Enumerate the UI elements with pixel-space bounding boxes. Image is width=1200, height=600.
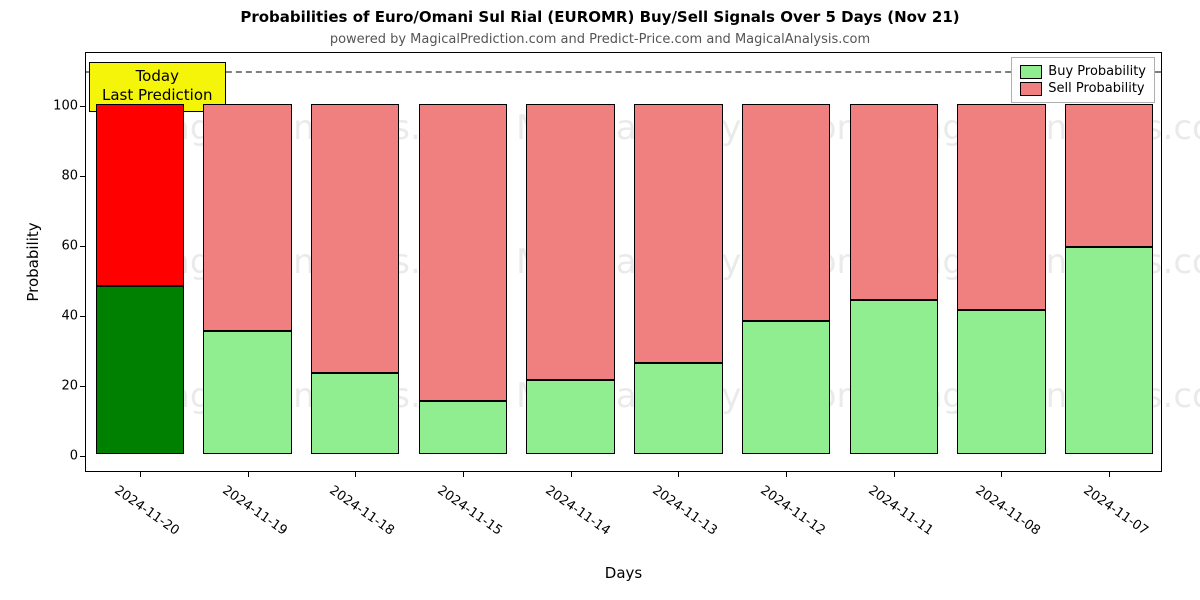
x-tick-mark	[1001, 471, 1002, 477]
x-tick-label: 2024-11-11	[865, 483, 936, 539]
y-tick-label: 0	[70, 448, 78, 463]
sell-bar	[96, 104, 184, 286]
bar-group	[634, 86, 722, 454]
sell-bar	[742, 104, 830, 321]
x-tick-mark	[894, 471, 895, 477]
y-tick-mark	[80, 316, 86, 317]
x-tick-label: 2024-11-08	[973, 483, 1044, 539]
buy-bar	[850, 300, 938, 454]
x-tick-mark	[463, 471, 464, 477]
watermark-text: MagicalAnalysis.com	[892, 242, 1200, 282]
bar-group	[850, 86, 938, 454]
legend-swatch	[1020, 65, 1042, 79]
sell-bar	[419, 104, 507, 402]
y-tick-mark	[80, 386, 86, 387]
chart-subtitle: powered by MagicalPrediction.com and Pre…	[0, 32, 1200, 47]
bar-group	[526, 86, 614, 454]
buy-bar	[419, 401, 507, 454]
legend-label: Buy Probability	[1048, 64, 1146, 79]
y-axis-label: Probability	[24, 222, 42, 301]
buy-bar	[742, 321, 830, 454]
x-tick-mark	[1109, 471, 1110, 477]
x-tick-label: 2024-11-14	[542, 483, 613, 539]
y-tick-mark	[80, 106, 86, 107]
y-tick-label: 40	[61, 308, 78, 323]
y-tick-label: 60	[61, 238, 78, 253]
buy-bar	[1065, 247, 1153, 454]
today-callout-line1: Today	[102, 67, 213, 86]
x-tick-mark	[140, 471, 141, 477]
x-tick-label: 2024-11-15	[434, 483, 505, 539]
y-tick-label: 100	[53, 98, 78, 113]
buy-bar	[311, 373, 399, 454]
sell-bar	[203, 104, 291, 332]
x-tick-label: 2024-11-07	[1081, 483, 1152, 539]
y-tick-mark	[80, 176, 86, 177]
legend-item: Buy Probability	[1020, 63, 1146, 80]
bar-group	[957, 86, 1045, 454]
sell-bar	[850, 104, 938, 300]
bar-group	[311, 86, 399, 454]
sell-bar	[634, 104, 722, 363]
y-tick-mark	[80, 246, 86, 247]
sell-bar	[1065, 104, 1153, 248]
chart-title: Probabilities of Euro/Omani Sul Rial (EU…	[0, 8, 1200, 26]
buy-bar	[526, 380, 614, 454]
x-tick-label: 2024-11-13	[650, 483, 721, 539]
x-tick-mark	[571, 471, 572, 477]
y-tick-label: 80	[61, 168, 78, 183]
y-tick-label: 20	[61, 378, 78, 393]
bar-group	[1065, 86, 1153, 454]
watermark-text: MagicalAnalysis.com	[892, 108, 1200, 148]
x-tick-mark	[678, 471, 679, 477]
reference-line	[86, 71, 1161, 73]
y-tick-mark	[80, 456, 86, 457]
x-tick-mark	[248, 471, 249, 477]
sell-bar	[957, 104, 1045, 311]
sell-bar	[311, 104, 399, 374]
bar-group	[96, 86, 184, 454]
x-tick-mark	[355, 471, 356, 477]
x-tick-label: 2024-11-19	[219, 483, 290, 539]
bar-group	[742, 86, 830, 454]
plot-area: Today Last Prediction Buy ProbabilitySel…	[85, 52, 1162, 472]
buy-bar	[96, 286, 184, 454]
x-tick-label: 2024-11-20	[111, 483, 182, 539]
x-tick-mark	[786, 471, 787, 477]
x-axis-label: Days	[605, 564, 642, 582]
sell-bar	[526, 104, 614, 381]
watermark-text: MagicalAnalysis.com	[892, 376, 1200, 416]
buy-bar	[203, 331, 291, 454]
buy-bar	[957, 310, 1045, 454]
x-tick-label: 2024-11-12	[757, 483, 828, 539]
chart-container: Probabilities of Euro/Omani Sul Rial (EU…	[0, 0, 1200, 600]
bar-group	[203, 86, 291, 454]
buy-bar	[634, 363, 722, 454]
x-tick-label: 2024-11-18	[327, 483, 398, 539]
bar-group	[419, 86, 507, 454]
